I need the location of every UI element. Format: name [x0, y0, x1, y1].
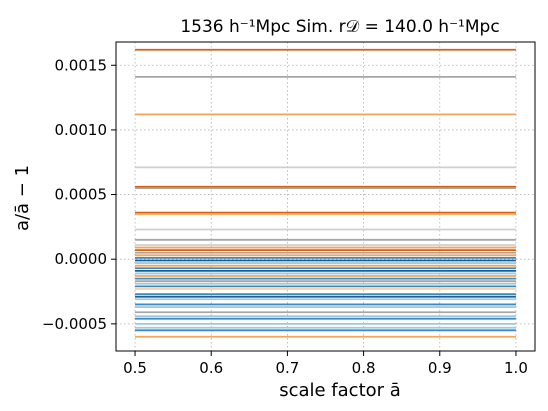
x-tick-label: 0.9: [428, 359, 452, 377]
plot-area-frame: [115, 41, 536, 352]
y-tick-label: 0.0005: [55, 186, 108, 204]
x-tick-label: 0.6: [199, 359, 223, 377]
x-tick-label: 1.0: [504, 359, 528, 377]
x-axis-label: scale factor ā: [279, 380, 401, 401]
y-axis-label: a/ā − 1: [12, 165, 33, 231]
series-lines: [135, 48, 516, 338]
y-tick-label: 0.0010: [55, 121, 108, 139]
x-tick-label: 0.5: [123, 359, 147, 377]
x-tick-label: 0.8: [352, 359, 376, 377]
x-tick-label: 0.7: [275, 359, 299, 377]
axis-ticks: 0.5 0.6 0.7 0.8 0.9 1.0 −0.0005 0.0000 0.0005 0.0…: [42, 56, 528, 377]
y-tick-label: −0.0005: [42, 315, 107, 333]
y-tick-label: 0.0000: [55, 250, 108, 268]
y-tick-label: 0.0015: [55, 56, 108, 74]
chart-title: 1536 h⁻¹Mpc Sim. r𝒟 = 140.0 h⁻¹Mpc: [180, 17, 499, 37]
